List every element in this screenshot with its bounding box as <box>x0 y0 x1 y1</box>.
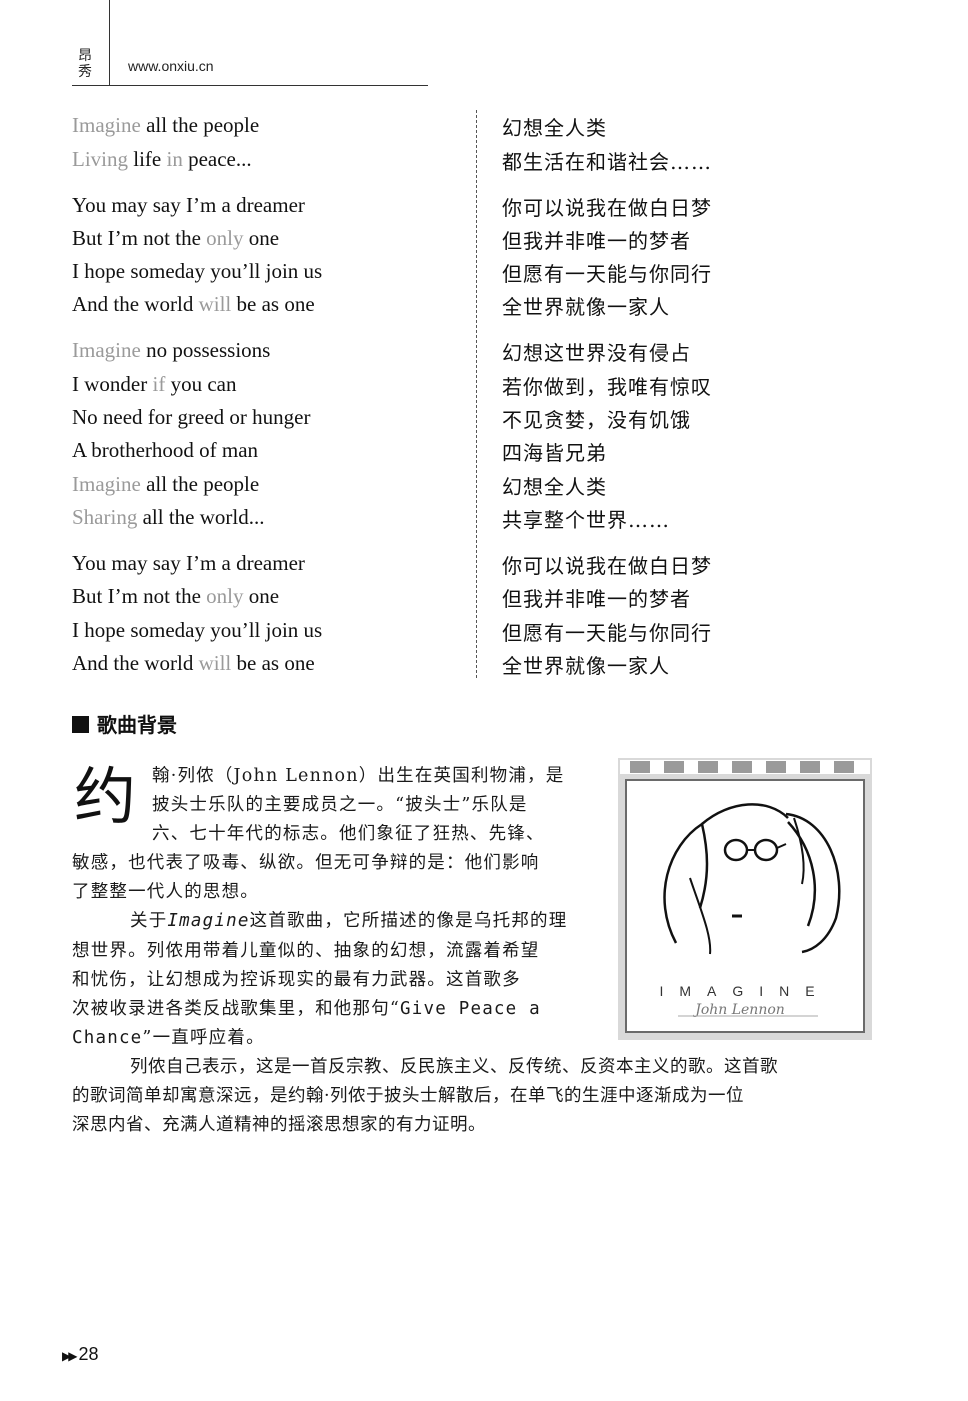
lyric-line-en: You may say I’m a dreamer <box>72 551 305 575</box>
paragraph-1-line: 敏感，也代表了吸毒、纵欲。但无可争辩的是：他们影响 <box>72 853 540 873</box>
paragraph-2-line: 次被收录进各类反战歌集里，和他那句“Give Peace a <box>72 995 541 1020</box>
header-logo: 昂秀 <box>78 48 92 80</box>
lyric-line-cn: 但愿有一天能与你同行 <box>502 262 712 286</box>
page-number-text: 28 <box>78 1344 99 1364</box>
song-title-inline: Imagine <box>167 911 250 931</box>
lyric-line-cn: 共享整个世界…… <box>502 508 670 532</box>
header-url: www.onxiu.cn <box>128 58 214 74</box>
header-vertical-rule <box>109 0 110 86</box>
lyric-line-cn: 但我并非唯一的梦者 <box>502 587 691 611</box>
lyric-line-en: A brotherhood of man <box>72 438 259 462</box>
lyric-line-en: But I’m not the only one <box>72 584 280 608</box>
lyric-line-cn: 全世界就像一家人 <box>502 295 670 319</box>
double-arrow-icon: ▶▶ <box>62 1349 78 1363</box>
p2-l4a: 次被收录进各类反战歌集里，和他那句“ <box>72 999 401 1019</box>
lyric-line-cn: 幻想这世界没有侵占 <box>502 341 691 365</box>
lyric-line-cn: 幻想全人类 <box>502 475 607 499</box>
lyrics-divider <box>476 110 477 678</box>
lyric-line-en: And the world will be as one <box>72 651 315 675</box>
p2-rest: 这首歌曲，它所描述的像是乌托邦的理 <box>249 911 568 931</box>
paragraph-3-line: 列侬自己表示，这是一首反宗教、反民族主义、反传统、反资本主义的歌。这首歌 <box>130 1057 778 1077</box>
paragraph-2-line: Chance”一直呼应着。 <box>72 1024 265 1049</box>
lyric-line-cn: 不见贪婪，没有饥饿 <box>502 408 691 432</box>
lyric-line-cn: 若你做到，我唯有惊叹 <box>502 375 712 399</box>
quote-part-b: Chance <box>72 1028 143 1048</box>
lyric-line-cn: 你可以说我在做白日梦 <box>502 196 712 220</box>
paragraph-1-line: 翰·列侬（John Lennon）出生在英国利物浦，是 <box>152 766 565 786</box>
lyric-line-en: You may say I’m a dreamer <box>72 193 305 217</box>
section-title: 歌曲背景 <box>97 713 177 737</box>
drop-cap: 约 <box>74 760 137 833</box>
album-cover-image: IMAGINE John Lennon <box>618 758 872 1040</box>
section-heading: 歌曲背景 <box>72 709 177 738</box>
lyric-line-cn: 都生活在和谐社会…… <box>502 150 712 174</box>
lyric-line-en: Sharing all the world... <box>72 505 265 529</box>
lyric-line-cn: 但我并非唯一的梦者 <box>502 229 691 253</box>
lyric-line-en: Imagine all the people <box>72 113 260 137</box>
paragraph-2-line: 关于Imagine这首歌曲，它所描述的像是乌托邦的理 <box>130 907 567 932</box>
album-signature: John Lennon <box>692 1002 785 1018</box>
square-bullet-icon <box>72 716 89 733</box>
paragraph-2-line: 想世界。列侬用带着儿童似的、抽象的幻想，流露着希望 <box>72 941 540 961</box>
header-rule <box>72 85 428 86</box>
lyric-line-en: Imagine all the people <box>72 472 260 496</box>
lyric-line-cn: 全世界就像一家人 <box>502 654 670 678</box>
paragraph-1-line: 了整整一代人的思想。 <box>72 882 259 902</box>
lyric-line-en: No need for greed or hunger <box>72 405 311 429</box>
p2-start: 关于 <box>130 911 168 931</box>
lyric-line-en: I wonder if you can <box>72 372 237 396</box>
page-number: ▶▶ 28 <box>62 1344 99 1365</box>
quote-part-a: Give Peace a <box>400 999 541 1019</box>
lyric-line-en: And the world will be as one <box>72 292 315 316</box>
paragraph-3-line: 深思内省、充满人道精神的摇滚思想家的有力证明。 <box>72 1115 486 1135</box>
lyric-line-en: Imagine no possessions <box>72 338 271 362</box>
lyric-line-cn: 但愿有一天能与你同行 <box>502 621 712 645</box>
p2-l5b: ”一直呼应着。 <box>142 1028 265 1048</box>
paragraph-1-line: 六、七十年代的标志。他们象征了狂热、先锋、 <box>152 824 545 844</box>
lyric-line-en: But I’m not the only one <box>72 226 280 250</box>
lyric-line-cn: 四海皆兄弟 <box>502 441 607 465</box>
paragraph-3-line: 的歌词简单却寓意深远，是约翰·列侬于披头士解散后，在单飞的生涯中逐渐成为一位 <box>72 1086 745 1106</box>
paragraph-2-line: 和忧伤，让幻想成为控诉现实的最有力武器。这首歌多 <box>72 970 521 990</box>
lyric-line-en: I hope someday you’ll join us <box>72 618 323 642</box>
lyric-line-en: I hope someday you’ll join us <box>72 259 323 283</box>
lyric-line-en: Living life in peace... <box>72 147 252 171</box>
album-title: IMAGINE <box>659 983 830 999</box>
paragraph-1-line: 披头士乐队的主要成员之一。“披头士”乐队是 <box>152 795 528 815</box>
lyric-line-cn: 你可以说我在做白日梦 <box>502 554 712 578</box>
lyric-line-cn: 幻想全人类 <box>502 116 607 140</box>
